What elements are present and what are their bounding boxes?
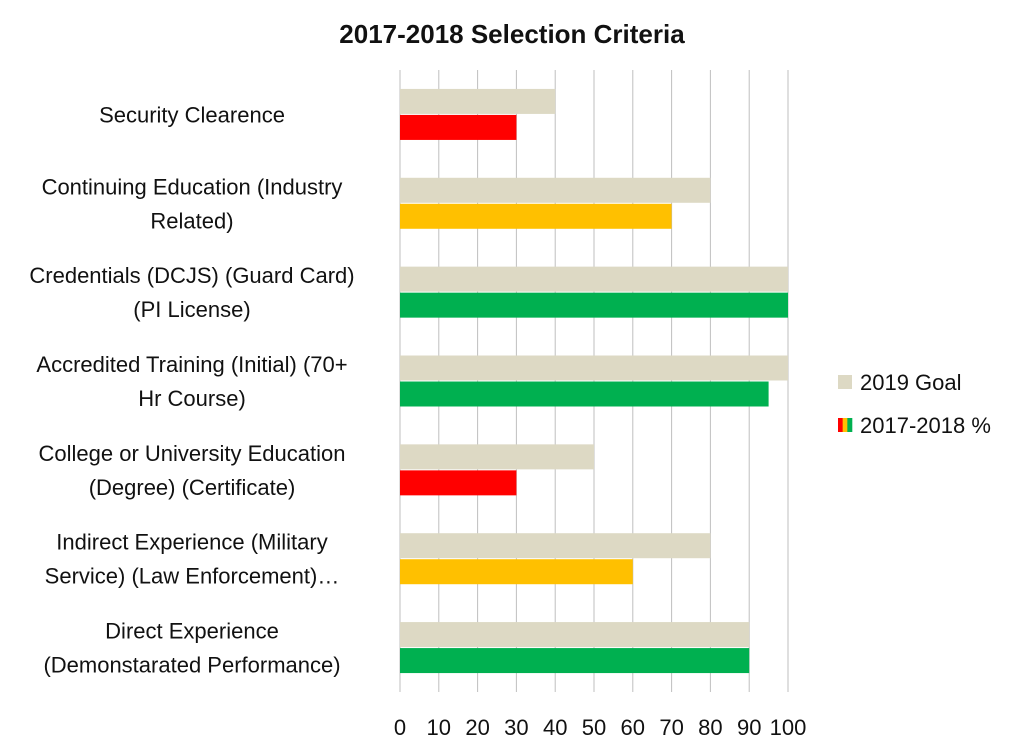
x-tick-label: 60	[621, 715, 645, 740]
legend-swatch-2017-2018-segment	[842, 418, 848, 432]
bar-2019-goal	[400, 444, 594, 470]
bar-2019-goal	[400, 533, 711, 559]
category-label: Accredited Training (Initial) (70+ Hr Cou…	[36, 352, 347, 411]
gridlines	[399, 70, 789, 692]
category-label: Credentials (DCJS) (Guard Card) (PI Licen…	[29, 263, 354, 322]
legend-label-2017-2018: 2017-2018 %	[860, 413, 991, 438]
x-tick-label: 80	[698, 715, 722, 740]
chart-title: 2017-2018 Selection Criteria	[339, 19, 685, 49]
x-tick-label: 10	[427, 715, 451, 740]
bar-2019-goal	[400, 177, 711, 203]
legend-swatch-2019-goal	[838, 375, 852, 389]
bar-2019-goal	[400, 88, 556, 114]
legend: 2019 Goal 2017-2018 %	[838, 370, 991, 438]
category-label: Continuing Education (Industry Related)	[42, 174, 343, 233]
x-tick-label: 30	[504, 715, 528, 740]
legend-swatch-2017-2018-segment	[847, 418, 853, 432]
bars	[400, 88, 788, 674]
x-tick-label: 100	[770, 715, 807, 740]
category-label: Security Clearence	[99, 102, 285, 127]
x-tick-label: 40	[543, 715, 567, 740]
category-labels: Security Clearence Continuing Education (…	[29, 102, 354, 677]
legend-label-2019-goal: 2019 Goal	[860, 370, 962, 395]
bar-2017-2018-actual	[400, 470, 517, 496]
bar-2019-goal	[400, 622, 750, 648]
bar-2017-2018-actual	[400, 292, 788, 318]
category-label: Indirect Experience (Military Service) (L…	[45, 530, 340, 589]
legend-swatch-2017-2018-segment	[838, 418, 843, 432]
x-tick-label: 90	[737, 715, 761, 740]
bar-2017-2018-actual	[400, 114, 517, 140]
x-tick-label: 20	[465, 715, 489, 740]
x-axis-ticks: 0 10 20 30 40 50 60 70 80 90 100	[394, 715, 806, 740]
bar-2017-2018-actual	[400, 648, 750, 674]
bar-2017-2018-actual	[400, 559, 633, 585]
x-tick-label: 50	[582, 715, 606, 740]
category-label: College or University Education (Degree) …	[39, 441, 346, 500]
category-label: Direct Experience (Demonstarated Performa…	[43, 619, 340, 678]
x-tick-label: 70	[659, 715, 683, 740]
bar-2017-2018-actual	[400, 381, 769, 407]
bar-2019-goal	[400, 266, 788, 292]
bar-2019-goal	[400, 355, 788, 381]
x-tick-label: 0	[394, 715, 406, 740]
bar-2017-2018-actual	[400, 203, 672, 229]
